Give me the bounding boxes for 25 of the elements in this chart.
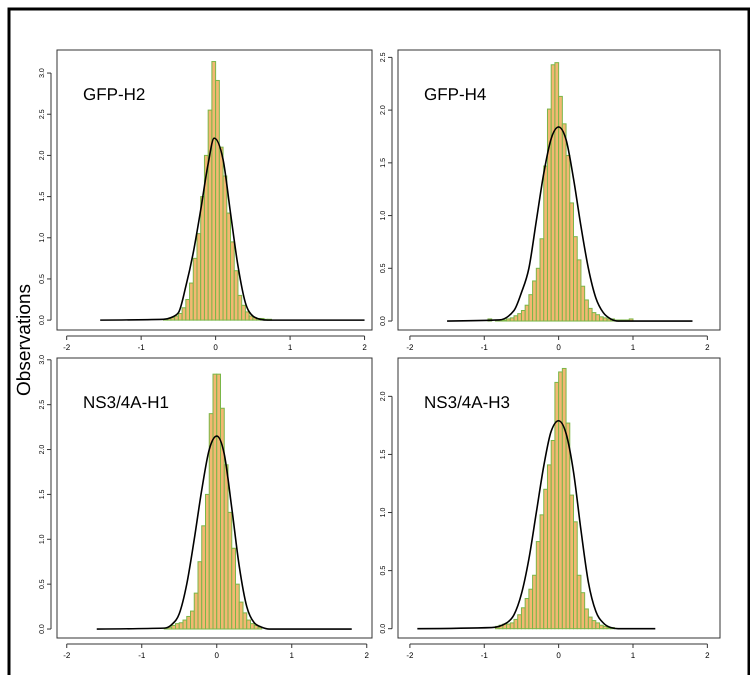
x-tick-label: 0 [213,343,218,352]
x-tick-label: -2 [406,651,414,660]
x-tick-label: 1 [630,343,636,352]
x-tick-label: 2 [705,651,710,660]
x-tick-label: -1 [138,651,146,660]
text: GFP-H4 [424,85,486,104]
x-tick-label: 2 [705,343,710,352]
x-tick-label: 1 [288,343,293,352]
text: NS3/4A-H3 [424,393,510,412]
x-tick-label: 1 [630,651,636,660]
x-tick-label: -2 [63,343,71,352]
x-tick-label: 0 [556,343,562,352]
text: NS3/4A-H1 [83,393,169,412]
x-tick-label: 2 [362,343,368,352]
x-tick-label: 1 [290,651,295,660]
x-tick-label: 0 [556,651,562,660]
text: GFP-H2 [83,85,146,104]
x-tick-label: -1 [138,343,146,352]
x-tick-label: -1 [480,343,488,352]
y-axis-title: Observations [14,284,35,396]
x-tick-label: -2 [63,651,71,660]
x-tick-label: -2 [406,343,414,352]
x-tick-label: -1 [480,651,488,660]
x-tick-label: 0 [214,651,220,660]
x-tick-label: 2 [364,651,370,660]
